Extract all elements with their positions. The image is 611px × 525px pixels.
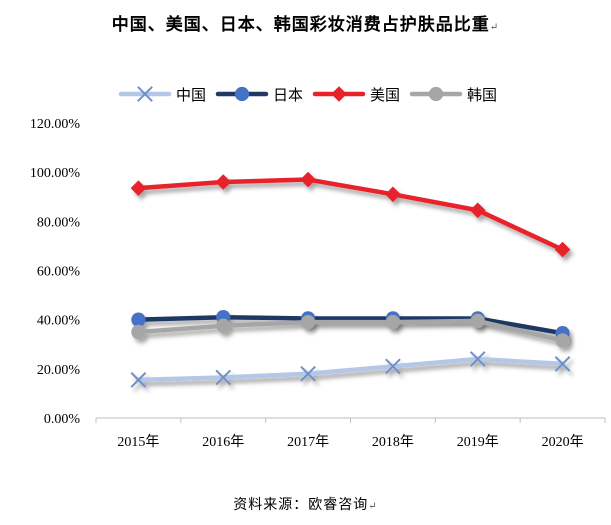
y-tick-label: 0.00% [44, 412, 81, 427]
series-line [136, 356, 565, 383]
x-marker [137, 86, 153, 102]
series-layer [130, 171, 571, 388]
data-point [469, 351, 486, 367]
legend-item: 中国 [118, 84, 206, 104]
chart-axes: 0.00% 20.00% 40.00% 60.00% 80.00% 100.00% 120.… [30, 117, 606, 450]
data-point [300, 171, 316, 188]
legend-label: 中国 [176, 85, 207, 104]
data-point [554, 356, 571, 372]
legend-swatch-icon [215, 86, 269, 102]
chart-legend: 中国 日本 美国 韩国 [0, 84, 611, 104]
diamond-marker [331, 86, 347, 102]
data-point [215, 174, 232, 190]
paragraph-mark-icon: ↵ [368, 501, 378, 512]
paragraph-mark-icon: ↵ [489, 22, 500, 33]
data-point [216, 318, 231, 333]
data-point [385, 314, 401, 330]
x-tick-label: 2017年 [287, 434, 329, 450]
y-tick-label: 100.00% [30, 166, 81, 181]
data-point [131, 324, 146, 340]
legend-item: 日本 [215, 84, 303, 104]
data-point [385, 358, 401, 375]
source-text: 资料来源：欧睿咨询 [233, 497, 369, 513]
x-tick-label: 2020年 [542, 434, 584, 450]
x-tick-label: 2016年 [202, 434, 244, 450]
series-line [136, 318, 565, 343]
data-point [470, 313, 485, 329]
chart-source: 资料来源：欧睿咨询↵ [0, 494, 611, 514]
legend-swatch-icon [118, 86, 172, 102]
series-line [136, 177, 565, 252]
legend-item: 美国 [312, 84, 400, 104]
data-point [130, 372, 147, 388]
legend-swatch-icon [312, 86, 366, 102]
series-line [136, 314, 565, 336]
legend-label: 日本 [273, 85, 304, 104]
x-tick-label: 2015年 [117, 434, 159, 450]
data-point [300, 314, 316, 330]
legend-label: 韩国 [467, 85, 498, 104]
circle-marker [428, 86, 444, 102]
data-point [300, 365, 316, 382]
chart-title: 中国、美国、日本、韩国彩妆消费占护肤品比重↵ [0, 10, 611, 35]
data-point [130, 180, 147, 196]
series-2 [130, 171, 571, 258]
y-tick-label: 20.00% [37, 363, 81, 378]
circle-marker [234, 86, 250, 102]
legend-label: 美国 [370, 85, 401, 104]
y-tick-label: 120.00% [30, 117, 81, 132]
x-tick-label: 2019年 [457, 434, 499, 450]
legend-swatch-icon [409, 86, 463, 102]
y-tick-label: 80.00% [37, 215, 81, 230]
data-point [131, 312, 146, 327]
data-point [385, 186, 401, 203]
legend-item: 韩国 [409, 84, 497, 104]
data-point [215, 369, 232, 386]
y-tick-label: 40.00% [37, 314, 81, 329]
y-tick-label: 60.00% [37, 265, 81, 280]
data-point [469, 202, 486, 219]
series-3 [131, 313, 570, 348]
data-point [554, 241, 571, 258]
chart-title-text: 中国、美国、日本、韩国彩妆消费占护肤品比重 [111, 15, 490, 35]
data-point [555, 333, 570, 348]
series-0 [130, 351, 571, 388]
x-tick-label: 2018年 [372, 434, 414, 450]
